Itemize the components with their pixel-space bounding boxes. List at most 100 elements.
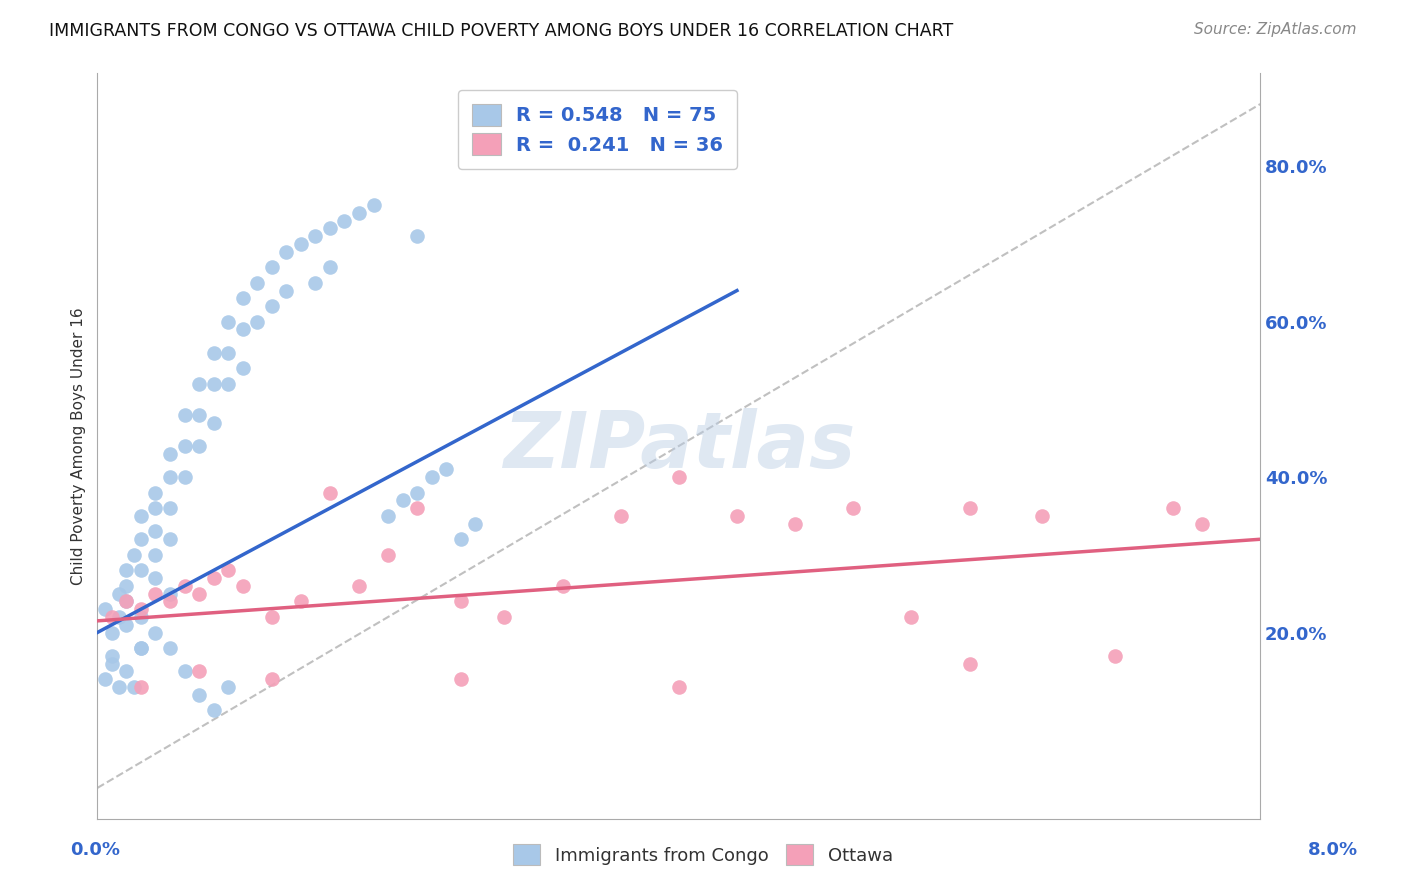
Point <box>115 617 138 632</box>
Point <box>129 602 152 616</box>
Point <box>108 587 131 601</box>
Point <box>129 533 152 547</box>
Point <box>101 648 124 663</box>
Point <box>347 206 370 220</box>
Point <box>959 657 981 671</box>
Point <box>246 315 269 329</box>
Point <box>450 533 472 547</box>
Point <box>842 501 865 516</box>
Point <box>609 508 631 523</box>
Point <box>406 229 429 244</box>
Point <box>232 322 254 336</box>
Point <box>260 610 283 624</box>
Point <box>129 563 152 577</box>
Point <box>217 345 239 359</box>
Point <box>159 641 181 656</box>
Point <box>93 602 115 616</box>
Point <box>202 345 225 359</box>
Point <box>202 376 225 391</box>
Point <box>276 244 298 259</box>
Point <box>276 284 298 298</box>
Point <box>232 579 254 593</box>
Point <box>319 221 342 235</box>
Point <box>188 376 211 391</box>
Point <box>145 501 167 516</box>
Point <box>260 260 283 275</box>
Point <box>1104 648 1126 663</box>
Point <box>959 501 981 516</box>
Point <box>129 641 152 656</box>
Point <box>108 680 131 694</box>
Point <box>1161 501 1184 516</box>
Point <box>188 688 211 702</box>
Point <box>173 408 195 422</box>
Point <box>122 548 145 562</box>
Point <box>900 610 922 624</box>
Point <box>319 260 342 275</box>
Point <box>159 501 181 516</box>
Point <box>1191 516 1213 531</box>
Y-axis label: Child Poverty Among Boys Under 16: Child Poverty Among Boys Under 16 <box>72 307 86 585</box>
Point <box>202 416 225 430</box>
Text: ZIPatlas: ZIPatlas <box>503 408 855 484</box>
Point <box>159 533 181 547</box>
Point <box>232 291 254 305</box>
Point <box>108 610 131 624</box>
Point <box>668 680 690 694</box>
Point <box>101 657 124 671</box>
Point <box>145 571 167 585</box>
Point <box>145 485 167 500</box>
Point <box>173 665 195 679</box>
Text: Source: ZipAtlas.com: Source: ZipAtlas.com <box>1194 22 1357 37</box>
Point <box>115 665 138 679</box>
Point <box>725 508 748 523</box>
Point <box>217 376 239 391</box>
Point <box>304 276 326 290</box>
Point <box>377 508 399 523</box>
Point <box>450 672 472 686</box>
Point <box>217 563 239 577</box>
Point <box>129 641 152 656</box>
Point <box>464 516 486 531</box>
Legend: Immigrants from Congo, Ottawa: Immigrants from Congo, Ottawa <box>506 837 900 872</box>
Legend: R = 0.548   N = 75, R =  0.241   N = 36: R = 0.548 N = 75, R = 0.241 N = 36 <box>458 90 737 169</box>
Point <box>347 579 370 593</box>
Point <box>145 625 167 640</box>
Point <box>173 439 195 453</box>
Point <box>202 571 225 585</box>
Point <box>406 485 429 500</box>
Point <box>290 594 312 608</box>
Point <box>173 470 195 484</box>
Point <box>115 579 138 593</box>
Point <box>129 680 152 694</box>
Point <box>434 462 457 476</box>
Point <box>391 493 413 508</box>
Point <box>333 213 356 227</box>
Point <box>319 485 342 500</box>
Point <box>115 563 138 577</box>
Point <box>145 524 167 539</box>
Point <box>406 501 429 516</box>
Point <box>217 680 239 694</box>
Point <box>232 361 254 376</box>
Point <box>420 470 443 484</box>
Point <box>129 508 152 523</box>
Point <box>246 276 269 290</box>
Point <box>260 299 283 313</box>
Text: IMMIGRANTS FROM CONGO VS OTTAWA CHILD POVERTY AMONG BOYS UNDER 16 CORRELATION CH: IMMIGRANTS FROM CONGO VS OTTAWA CHILD PO… <box>49 22 953 40</box>
Point <box>377 548 399 562</box>
Point <box>159 470 181 484</box>
Point <box>363 198 385 212</box>
Point <box>115 594 138 608</box>
Point <box>145 587 167 601</box>
Point <box>260 672 283 686</box>
Text: 8.0%: 8.0% <box>1308 841 1358 859</box>
Point <box>101 610 124 624</box>
Text: 0.0%: 0.0% <box>70 841 121 859</box>
Point <box>188 665 211 679</box>
Point <box>122 680 145 694</box>
Point <box>668 470 690 484</box>
Point <box>188 439 211 453</box>
Point <box>145 548 167 562</box>
Point <box>304 229 326 244</box>
